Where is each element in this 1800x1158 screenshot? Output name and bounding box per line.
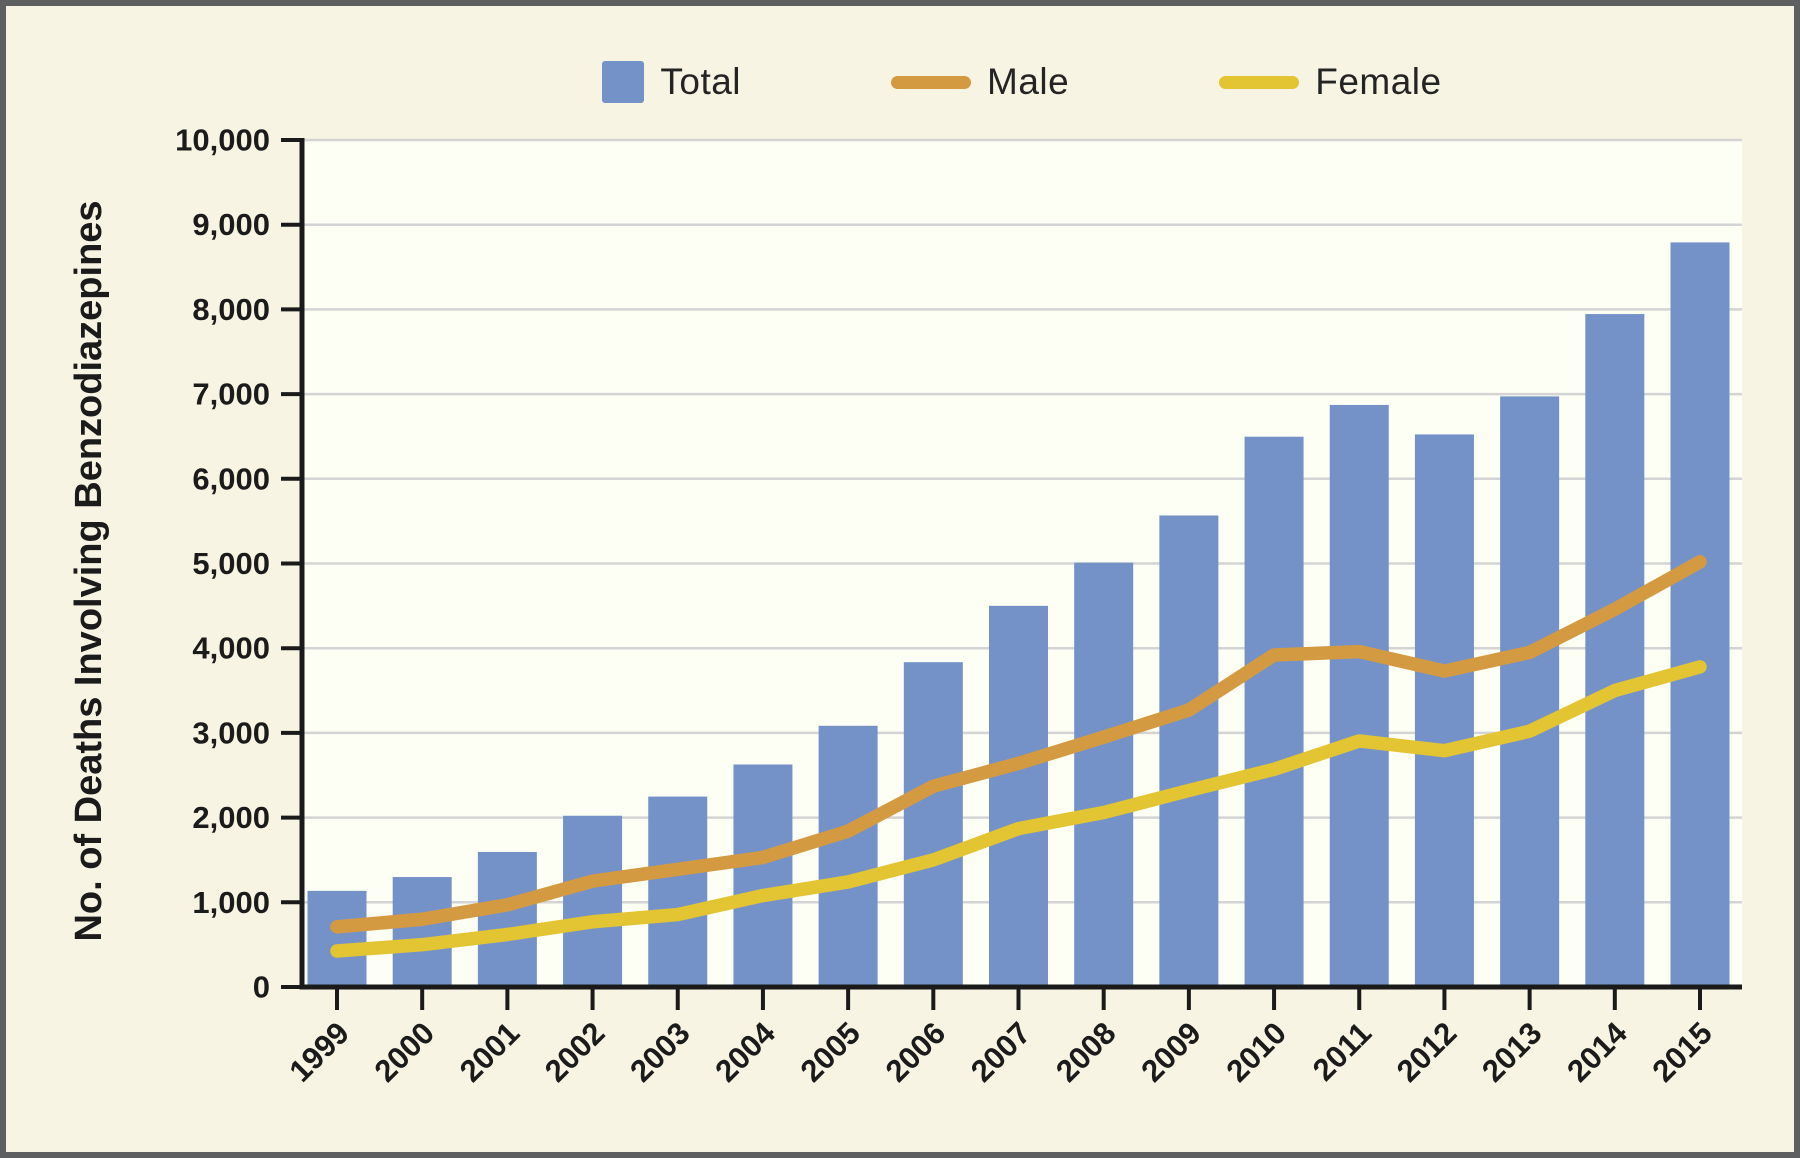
y-tick-label: 2,000 [192,800,270,835]
legend-item-total: Total [602,61,741,103]
legend-label-total: Total [660,61,742,102]
male-swatch-icon [891,75,972,89]
y-tick-label: 0 [253,970,270,1005]
bar-2009 [1159,515,1219,987]
y-tick-label: 1,000 [192,885,270,920]
bar-2015 [1670,242,1730,988]
x-tick-label: 2009 [1134,1015,1208,1089]
bar-2006 [903,662,963,987]
x-tick-label: 2003 [623,1015,697,1089]
y-tick-label: 3,000 [192,715,270,750]
x-tick-label: 1999 [282,1015,356,1089]
x-tick-label: 2002 [538,1015,612,1089]
y-tick-label: 10,000 [175,123,270,158]
x-tick-label: 2005 [794,1015,868,1089]
x-tick-label: 2000 [368,1015,442,1089]
y-tick-label: 8,000 [192,292,270,327]
bar-2012 [1414,434,1474,987]
y-tick-label: 7,000 [192,377,270,412]
bar-2003 [648,796,708,987]
total-swatch-icon [602,61,645,103]
bar-2004 [733,764,793,987]
legend-item-male: Male [891,61,1069,103]
bar-2007 [989,605,1048,987]
x-tick-label: 2006 [879,1015,953,1089]
bar-2010 [1244,436,1304,987]
x-tick-label: 2011 [1306,1015,1378,1087]
x-tick-label: 2008 [1049,1015,1123,1089]
female-line [330,660,1707,958]
male-line [330,555,1707,934]
female-swatch-icon [1219,75,1300,89]
bar-2014 [1585,314,1645,988]
x-tick-label: 2010 [1219,1015,1293,1089]
x-tick-label: 2013 [1475,1015,1549,1089]
x-tick-label: 2004 [708,1015,782,1089]
x-tick-label: 2012 [1390,1015,1464,1089]
x-tick-label: 2015 [1645,1015,1719,1089]
bar-2005 [818,725,878,987]
legend-label-male: Male [987,61,1070,102]
bar-2002 [563,815,623,987]
legend-label-female: Female [1315,61,1442,102]
bar-1999 [307,890,367,987]
bar-2008 [1074,562,1134,987]
bar-2013 [1500,396,1560,987]
bar-2000 [392,877,452,987]
bar-2001 [477,851,537,987]
y-tick-label: 4,000 [192,631,270,666]
x-tick-label: 2001 [453,1015,527,1089]
chart-canvas: 0 1,000 2,000 3,000 4,000 5,000 6,000 7,000 8,00… [175,123,1742,1089]
y-tick-label: 5,000 [192,546,270,581]
y-tick-label: 9,000 [192,207,270,242]
legend: Total Male Female [302,50,1742,114]
x-tick-label: 2007 [964,1015,1038,1089]
bar-2011 [1329,404,1389,987]
y-tick-label: 6,000 [192,461,270,496]
x-tick-label: 2014 [1560,1015,1634,1089]
legend-item-female: Female [1219,61,1441,103]
